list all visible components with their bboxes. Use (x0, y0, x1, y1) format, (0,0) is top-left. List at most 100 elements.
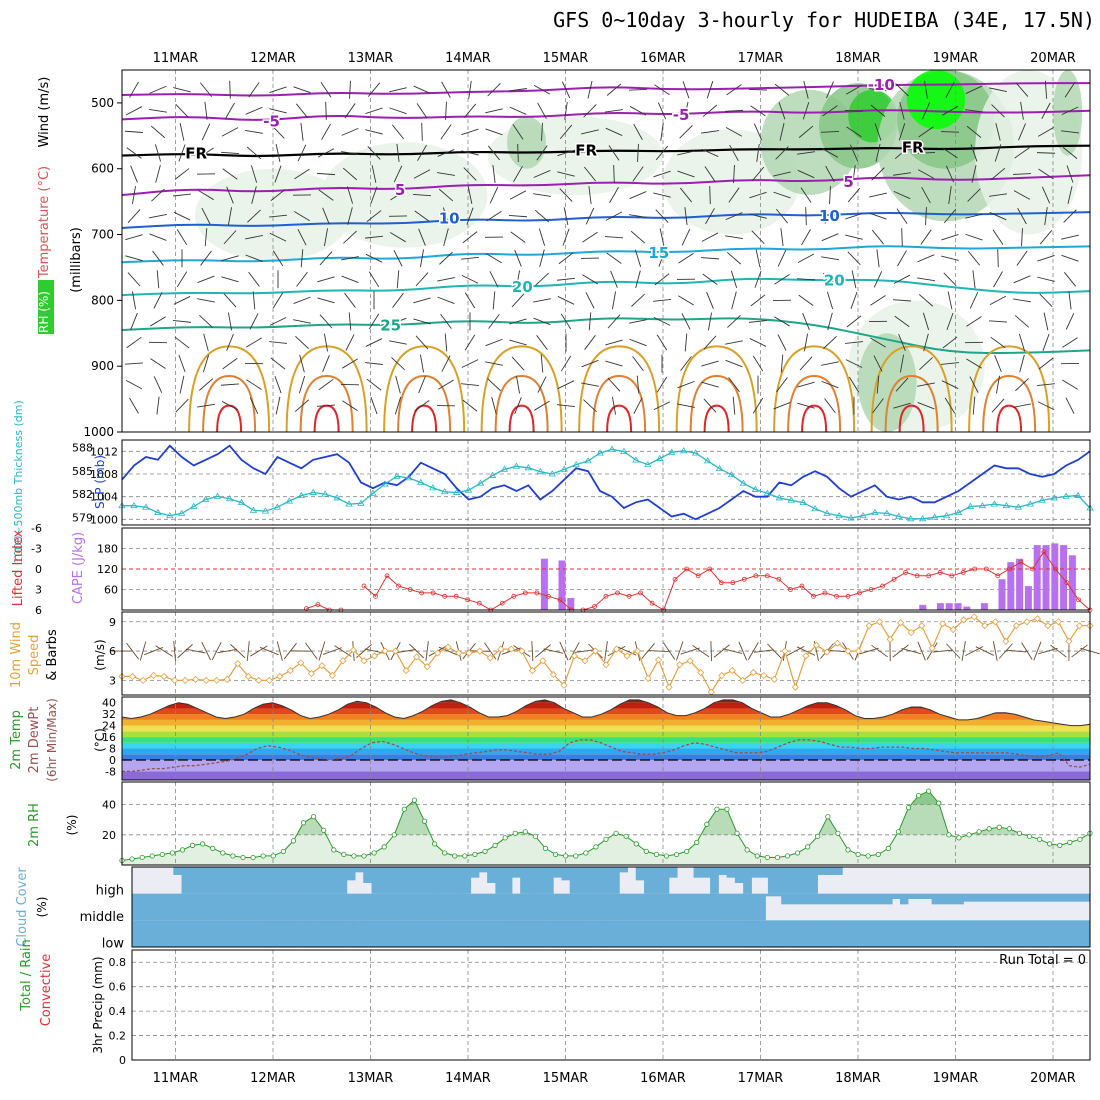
rh2m-marker (442, 850, 448, 856)
rh2m-marker (129, 856, 135, 862)
wind-barb (365, 362, 383, 365)
wind-barb (390, 189, 406, 201)
slp-tick-label: 1012 (90, 445, 118, 458)
cloud-panel-frame (131, 866, 1091, 948)
wind-barb (508, 215, 528, 218)
wind-barb-10m (871, 644, 888, 658)
wind-barb (1062, 379, 1078, 390)
rh2m-marker (784, 853, 791, 859)
isotherm-label: 10 (819, 207, 840, 225)
wind-barb-10m (1071, 644, 1088, 658)
wind-barb (515, 270, 521, 289)
cloud-cell-high (611, 867, 620, 894)
wind-barb (222, 357, 238, 370)
wind-speed-marker (528, 667, 536, 675)
wind-barb (509, 88, 527, 92)
wind-barb (751, 166, 765, 182)
rh-shading (1053, 70, 1083, 156)
wind-barb (396, 143, 400, 162)
wind-barb (1067, 186, 1073, 204)
wind-speed-marker (413, 653, 421, 661)
thickness-marker (871, 508, 879, 516)
isotherm-40 (606, 404, 633, 433)
wind-barb (1013, 403, 1031, 408)
thickness-marker (751, 485, 760, 492)
wind-barb (294, 399, 310, 412)
rh2m-marker (240, 854, 246, 861)
wind-speed-marker (560, 681, 568, 689)
cloud-cell-high (454, 867, 463, 894)
cloud-cell-middle (385, 893, 394, 921)
wind-barb (344, 292, 356, 308)
wind-barb (1061, 254, 1079, 262)
wind-barb (560, 313, 572, 330)
wind-barb (412, 193, 432, 197)
wind-barb (322, 355, 330, 373)
cape-panel-frame (121, 527, 1091, 611)
isotherm-label: 25 (380, 316, 401, 334)
cloud-cell-middle (496, 893, 505, 921)
wind-barb (227, 312, 233, 331)
cloud-cell-low (630, 920, 641, 947)
thickness-marker (381, 480, 389, 487)
rh2m-marker (149, 853, 155, 859)
cloud-cell-middle (211, 893, 220, 921)
wind-barb (654, 84, 670, 96)
wind-barb-10m (318, 641, 326, 661)
wind-barb (441, 355, 451, 372)
wind-barb-10m (201, 641, 211, 661)
cloud-cell-middle (630, 893, 640, 921)
cloud-cell-middle (860, 893, 869, 905)
wind-barb (126, 336, 142, 349)
wind-barb (967, 250, 981, 266)
thickness-marker (727, 470, 736, 478)
wind-barb (125, 255, 143, 262)
thickness-marker (1002, 501, 1011, 509)
rh2m-marker (169, 850, 176, 856)
wind-barb (437, 172, 455, 176)
temp-band (122, 719, 1090, 726)
wind-barb (1036, 152, 1056, 154)
wind-barb (581, 129, 599, 135)
wind-barb (346, 186, 354, 204)
cloud-cell-middle (963, 893, 972, 902)
wind-barb (317, 148, 335, 158)
cloud-cell-low (879, 920, 890, 947)
wind-barb (1020, 101, 1024, 120)
cloud-cell-low (1022, 920, 1034, 947)
wind-barb (153, 292, 163, 309)
rh-legend-swatch (38, 280, 54, 334)
cloud-cell-low (1061, 920, 1072, 947)
cloud-cell-middle (773, 893, 782, 897)
rh2m-marker (250, 854, 256, 861)
wind-tick-label: 3 (109, 674, 116, 687)
wind-barb (588, 186, 592, 205)
wind-barb (200, 250, 212, 266)
wind-barb-10m (648, 650, 669, 653)
wind-barb (468, 80, 472, 99)
temp-tick-label: 40 (102, 697, 116, 710)
cloud-cell-middle (709, 893, 719, 921)
rh2m-marker (1067, 839, 1073, 845)
wind-barb (1066, 165, 1074, 183)
wind-barb (805, 207, 807, 226)
wind-barb (823, 336, 837, 349)
thickness-marker (739, 479, 748, 486)
cloud-cell-middle (741, 893, 751, 921)
wind-barb (367, 146, 381, 160)
thickness-marker (142, 503, 150, 510)
cloud-cell-middle (488, 893, 497, 921)
cloud-cell-low (773, 920, 784, 947)
wind-barb-10m (917, 641, 926, 661)
date-label-bottom: 19MAR (933, 1071, 979, 1086)
wind-barb (246, 379, 262, 390)
cloud-cell-high (206, 867, 216, 894)
wind-barb (681, 228, 691, 246)
thickness-marker (464, 486, 473, 493)
wind-barb (125, 379, 143, 390)
wind-barb (797, 151, 815, 155)
wind-barb (343, 230, 357, 244)
wind-barb (750, 105, 766, 117)
